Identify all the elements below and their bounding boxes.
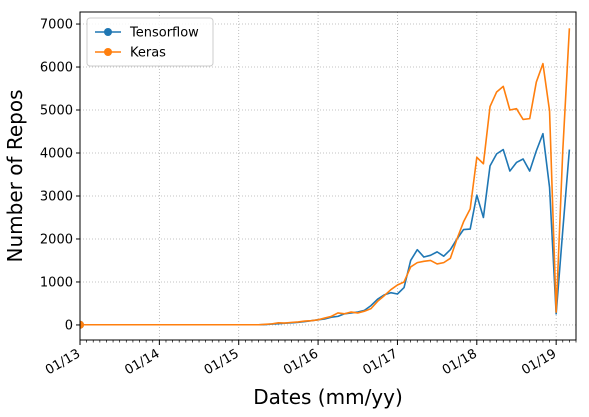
y-tick-label: 4000: [40, 147, 73, 162]
y-tick-label: 1000: [40, 275, 73, 290]
y-tick-label: 6000: [40, 61, 73, 76]
x-tick-label: 01/18: [440, 346, 480, 378]
legend-label-tensorflow: Tensorflow: [129, 26, 199, 41]
data-series: [80, 28, 571, 329]
y-axis-label: Number of Repos: [3, 90, 27, 263]
y-tick-label: 3000: [40, 189, 73, 204]
series-marker-keras: [80, 320, 84, 329]
legend: Tensorflow Keras: [86, 17, 214, 67]
x-tick-label: 01/16: [281, 346, 321, 378]
x-tick-label: 01/13: [43, 346, 83, 378]
legend-label-keras: Keras: [130, 46, 166, 61]
legend-marker-tensorflow: [104, 28, 112, 36]
plot-frame: [79, 11, 577, 341]
y-tick-label: 5000: [40, 104, 73, 119]
y-tick-label: 0: [65, 318, 73, 333]
legend-box: [86, 17, 214, 67]
series-line-keras: [80, 28, 571, 326]
legend-marker-keras: [104, 48, 112, 56]
y-tick-label: 7000: [40, 18, 73, 33]
x-tick-label: 01/14: [122, 346, 162, 378]
x-tick-label: 01/19: [519, 346, 559, 378]
x-tick-label: 01/15: [202, 346, 242, 378]
y-tick-label: 2000: [40, 232, 73, 247]
series-line-tensorflow: [80, 132, 571, 326]
x-tick-label: 01/17: [360, 346, 400, 378]
x-axis-label: Dates (mm/yy): [253, 385, 403, 409]
